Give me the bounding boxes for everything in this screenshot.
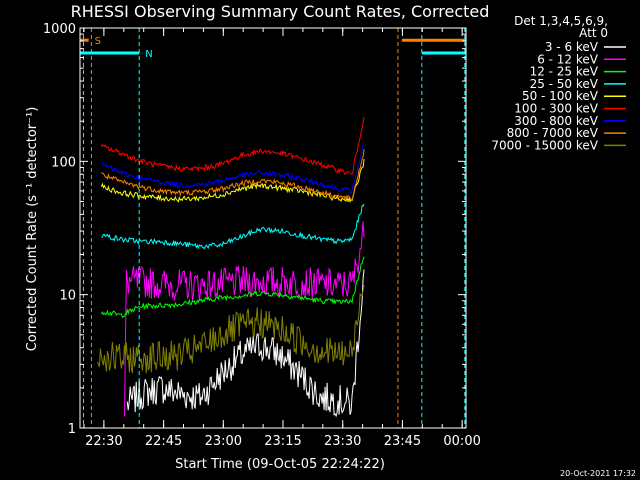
flag-label: S xyxy=(95,36,101,47)
legend-entry: 12 - 25 keV xyxy=(530,65,599,79)
y-tick-label: 100 xyxy=(51,155,76,170)
series-line xyxy=(100,117,365,176)
series-line xyxy=(101,142,365,195)
timestamp: 20-Oct-2021 17:32 xyxy=(560,469,636,478)
y-tick-label: 1 xyxy=(68,422,76,437)
series-line xyxy=(96,285,365,374)
legend-entry: 300 - 800 keV xyxy=(514,114,598,128)
legend-entry: 7000 - 15000 keV xyxy=(491,138,598,152)
x-tick-label: 22:45 xyxy=(145,434,182,449)
legend-entry: 100 - 300 keV xyxy=(514,102,598,116)
series-line xyxy=(124,221,365,417)
series-line xyxy=(100,256,365,319)
series-line xyxy=(101,203,365,250)
x-tick-label: 22:30 xyxy=(85,434,122,449)
legend-entry: 800 - 7000 keV xyxy=(507,126,599,140)
legend-entry: 3 - 6 keV xyxy=(545,40,599,54)
y-axis-label: Corrected Count Rate (s⁻¹ detector⁻¹) xyxy=(25,107,40,352)
y-tick-label: 10 xyxy=(59,289,76,304)
legend-header: Det 1,3,4,5,6,9, xyxy=(514,14,608,28)
series-line xyxy=(101,149,365,202)
series-line xyxy=(126,269,365,418)
x-tick-label: 23:15 xyxy=(264,434,301,449)
series-line xyxy=(100,158,365,203)
x-tick-label: 00:00 xyxy=(443,434,480,449)
legend-entry: 25 - 50 keV xyxy=(530,77,599,91)
plot-frame xyxy=(79,27,467,429)
x-tick-label: 23:30 xyxy=(324,434,361,449)
legend-header: Att 0 xyxy=(579,26,608,40)
x-tick-label: 23:45 xyxy=(384,434,421,449)
y-tick-label: 1000 xyxy=(43,22,76,37)
x-tick-label: 23:00 xyxy=(205,434,242,449)
chart-title: RHESSI Observing Summary Count Rates, Co… xyxy=(71,2,490,21)
flag-label: N xyxy=(145,49,152,60)
x-axis-label: Start Time (09-Oct-05 22:24:22) xyxy=(175,457,385,472)
legend-entry: 6 - 12 keV xyxy=(537,52,599,66)
legend-entry: 50 - 100 keV xyxy=(522,89,599,103)
